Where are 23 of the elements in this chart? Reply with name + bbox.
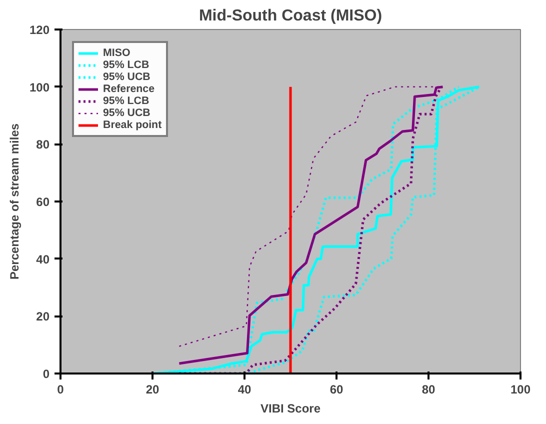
legend-label: 95% LCB bbox=[103, 59, 150, 71]
x-tick-label: 80 bbox=[422, 382, 436, 396]
x-tick-label: 60 bbox=[330, 382, 344, 396]
y-tick-label: 40 bbox=[36, 252, 50, 266]
x-tick-label: 0 bbox=[57, 382, 64, 396]
legend-label: 95% UCB bbox=[103, 71, 150, 83]
legend-label: Break point bbox=[103, 119, 162, 131]
legend-label: Reference bbox=[103, 83, 155, 95]
x-tick-label: 20 bbox=[146, 382, 160, 396]
y-tick-label: 100 bbox=[29, 80, 50, 94]
legend-label: 95% UCB bbox=[103, 107, 150, 119]
x-tick-label: 100 bbox=[510, 382, 531, 396]
legend-label: MISO bbox=[103, 47, 130, 59]
y-tick-label: 120 bbox=[29, 23, 50, 37]
y-axis-title: Percentage of stream miles bbox=[7, 123, 22, 280]
y-tick-label: 20 bbox=[36, 310, 50, 324]
legend-label: 95% LCB bbox=[103, 95, 150, 107]
y-tick-label: 0 bbox=[42, 367, 50, 381]
x-tick-label: 40 bbox=[238, 382, 252, 396]
y-tick-label: 80 bbox=[36, 138, 50, 152]
chart-title: Mid-South Coast (MISO) bbox=[198, 8, 382, 24]
x-axis-title: VIBI Score bbox=[260, 402, 321, 416]
y-tick-label: 60 bbox=[36, 195, 50, 209]
